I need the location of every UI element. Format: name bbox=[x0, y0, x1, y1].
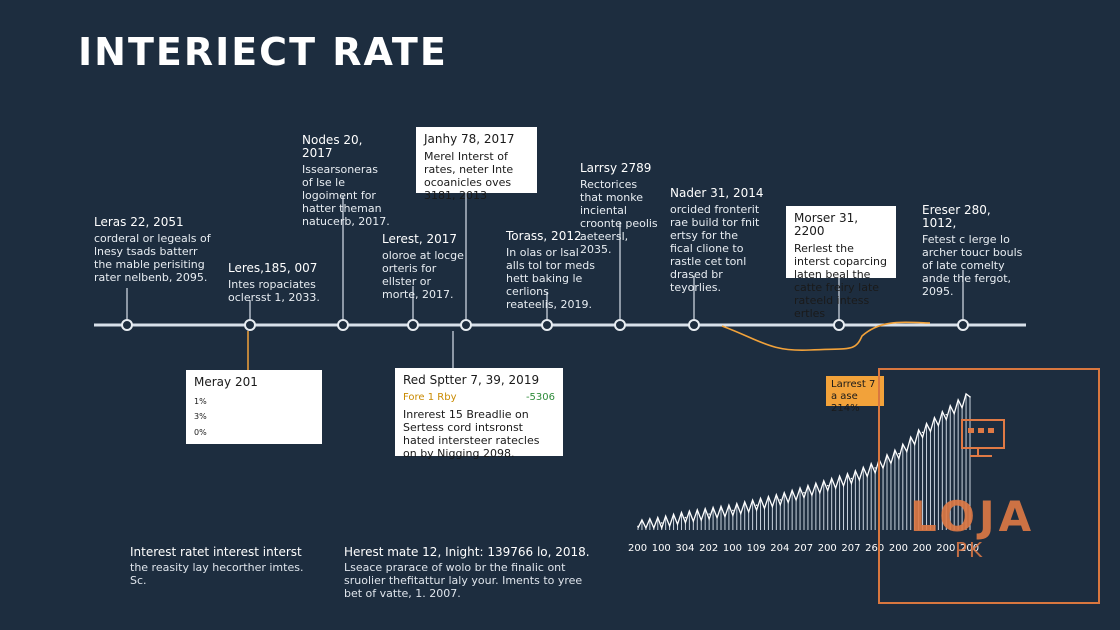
area-point bbox=[660, 522, 663, 524]
x-tick-label: 260 bbox=[865, 543, 885, 554]
x-tick-label: 207 bbox=[841, 543, 861, 554]
bottom-note-left: Interest ratet interest interst the reas… bbox=[130, 545, 320, 588]
area-series-line bbox=[637, 392, 971, 530]
x-tick-label: 200 bbox=[628, 543, 648, 554]
timeline-node bbox=[337, 319, 349, 331]
timeline-label: Torass, 2012 In olas or lsal alls tol to… bbox=[506, 229, 600, 312]
timeline-label: Lerest, 2017 oloroe at locge orteris for… bbox=[382, 232, 466, 302]
area-point bbox=[826, 484, 829, 487]
timeline-node bbox=[541, 319, 553, 331]
bottom-note-mid: Herest mate 12, Inight: 139766 lo, 2018.… bbox=[344, 545, 594, 601]
logo-subtext: PK bbox=[955, 538, 985, 562]
x-tick-label: 200 bbox=[888, 543, 908, 554]
timeline-node bbox=[688, 319, 700, 331]
area-point bbox=[921, 431, 924, 434]
timeline-node bbox=[244, 319, 256, 331]
x-tick-label: 100 bbox=[722, 543, 742, 554]
area-point bbox=[637, 525, 639, 528]
x-tick-label: 100 bbox=[651, 543, 671, 554]
mini-chart-tick: 3% bbox=[194, 412, 207, 421]
timeline-card-heading: Janhy 78, 2017 bbox=[424, 132, 515, 146]
timeline-label-heading: Larrsy 2789 bbox=[580, 161, 652, 175]
area-point bbox=[779, 499, 782, 501]
x-tick-label: 109 bbox=[746, 543, 766, 554]
x-tick-label: 304 bbox=[675, 543, 695, 554]
mini-chart-tick: 1% bbox=[194, 397, 207, 406]
timeline-label: Leres,185, 007 Intes ropaciates oclersst… bbox=[228, 261, 338, 305]
timeline-node bbox=[407, 319, 419, 331]
bottom-note-body: the reasity lay hecorther imtes. Sc. bbox=[130, 561, 304, 587]
area-chart bbox=[637, 392, 971, 530]
timeline-label-heading: Ereser 280, 1012, bbox=[922, 203, 991, 230]
timeline-label-body: Fetest c lerge lo archer toucr bouls of … bbox=[922, 233, 1023, 298]
x-tick-label: 202 bbox=[699, 543, 719, 554]
timeline-card-body: Rerlest the interst coparcing laten beal… bbox=[794, 242, 888, 320]
x-tick-label: 200 bbox=[960, 543, 980, 554]
orange-curve bbox=[721, 321, 931, 351]
logo-text: LOJA bbox=[910, 492, 1036, 541]
orange-callout-line: a ase 214% bbox=[831, 391, 860, 414]
timeline-node bbox=[957, 319, 969, 331]
monitor-icon bbox=[961, 419, 1005, 457]
timeline-label: Leras 22, 2051 corderal or legeals of ln… bbox=[94, 215, 212, 285]
timeline-label-heading: Nader 31, 2014 bbox=[670, 186, 764, 200]
x-tick-label: 200 bbox=[936, 543, 956, 554]
orange-callout: Larrest 7 a ase 214% bbox=[826, 376, 884, 414]
mini-chart-tick: 0% bbox=[194, 428, 207, 437]
detail-left-value: Fore 1 Rby bbox=[403, 392, 457, 403]
timeline-node bbox=[460, 319, 472, 331]
mini-chart-card-heading: Meray 201 bbox=[194, 375, 258, 389]
timeline-label-body: In olas or lsal alls tol tor meds hett b… bbox=[506, 246, 595, 311]
timeline-node bbox=[614, 319, 626, 331]
timeline-label-heading: Torass, 2012 bbox=[506, 229, 582, 243]
timeline-card-heading: Morser 31, 2200 bbox=[794, 211, 859, 238]
area-point bbox=[684, 516, 687, 519]
timeline-label-body: Intes ropaciates oclersst 1, 2033. bbox=[228, 278, 320, 304]
timeline-node bbox=[121, 319, 133, 331]
timeline-label-heading: Nodes 20, 2017 bbox=[302, 133, 363, 160]
area-point bbox=[732, 509, 734, 512]
area-point bbox=[803, 491, 805, 494]
timeline-label-body: Rectorices that monke inciental croonte … bbox=[580, 178, 658, 256]
bottom-note-heading: Interest ratet interest interst bbox=[130, 545, 302, 559]
page-title: INTERIECT RATE bbox=[78, 30, 448, 74]
timeline-card-heading: Red Sptter 7, 39, 2019 bbox=[403, 373, 540, 387]
timeline-label-body: Issearsoneras of lse le logoiment for ha… bbox=[302, 163, 390, 228]
x-tick-label: 204 bbox=[770, 543, 790, 554]
timeline-card-body: Inrerest 15 Breadlie on Sertess cord int… bbox=[403, 408, 540, 460]
mini-chart-card: Meray 201 1% 3% 0% bbox=[186, 370, 322, 444]
timeline-card: Janhy 78, 2017 Merel Interst of rates, n… bbox=[416, 127, 537, 202]
timeline-label: Nader 31, 2014 orcided fronterit rae bui… bbox=[670, 186, 764, 295]
timeline-card-detail: Red Sptter 7, 39, 2019 Fore 1 Rby -5306 … bbox=[395, 368, 563, 460]
bottom-note-heading: Herest mate 12, Inight: 139766 lo, 2018. bbox=[344, 545, 590, 559]
detail-right-value: -5306 bbox=[525, 392, 555, 403]
connector-lines bbox=[126, 193, 964, 368]
timeline-label-body: orcided fronterit rae build tor fnit ert… bbox=[670, 203, 760, 294]
logo-frame bbox=[878, 368, 1100, 604]
timeline-card: Morser 31, 2200 Rerlest the interst copa… bbox=[786, 206, 896, 320]
timeline-label-body: corderal or legeals of lnesy tsads batte… bbox=[94, 232, 211, 284]
timeline-nodes bbox=[121, 319, 969, 331]
area-point bbox=[708, 513, 710, 515]
timeline-card-body: Merel Interst of rates, neter Inte ocoan… bbox=[424, 150, 514, 202]
timeline-label-heading: Leras 22, 2051 bbox=[94, 215, 184, 229]
area-point bbox=[755, 504, 758, 506]
area-point bbox=[898, 452, 900, 455]
timeline-label-heading: Leres,185, 007 bbox=[228, 261, 318, 275]
x-tick-label: 200 bbox=[817, 543, 837, 554]
timeline-label: Larrsy 2789 Rectorices that monke incien… bbox=[580, 161, 662, 257]
timeline-label-heading: Lerest, 2017 bbox=[382, 232, 458, 246]
timeline-label: Nodes 20, 2017 Issearsoneras of lse le l… bbox=[302, 133, 392, 229]
timeline-node bbox=[833, 319, 845, 331]
area-point bbox=[850, 477, 853, 480]
timeline-label: Ereser 280, 1012, Fetest c lerge lo arch… bbox=[922, 203, 1026, 299]
orange-callout-line: Larrest 7 bbox=[831, 379, 876, 390]
area-point bbox=[945, 413, 948, 416]
area-point bbox=[969, 396, 971, 398]
area-point bbox=[874, 467, 876, 469]
x-tick-label: 200 bbox=[912, 543, 932, 554]
x-tick-label: 207 bbox=[794, 543, 814, 554]
bottom-note-body: Lseace prarace of wolo br the finalic on… bbox=[344, 561, 583, 600]
timeline-label-body: oloroe at locge orteris for ellster or m… bbox=[382, 249, 464, 301]
